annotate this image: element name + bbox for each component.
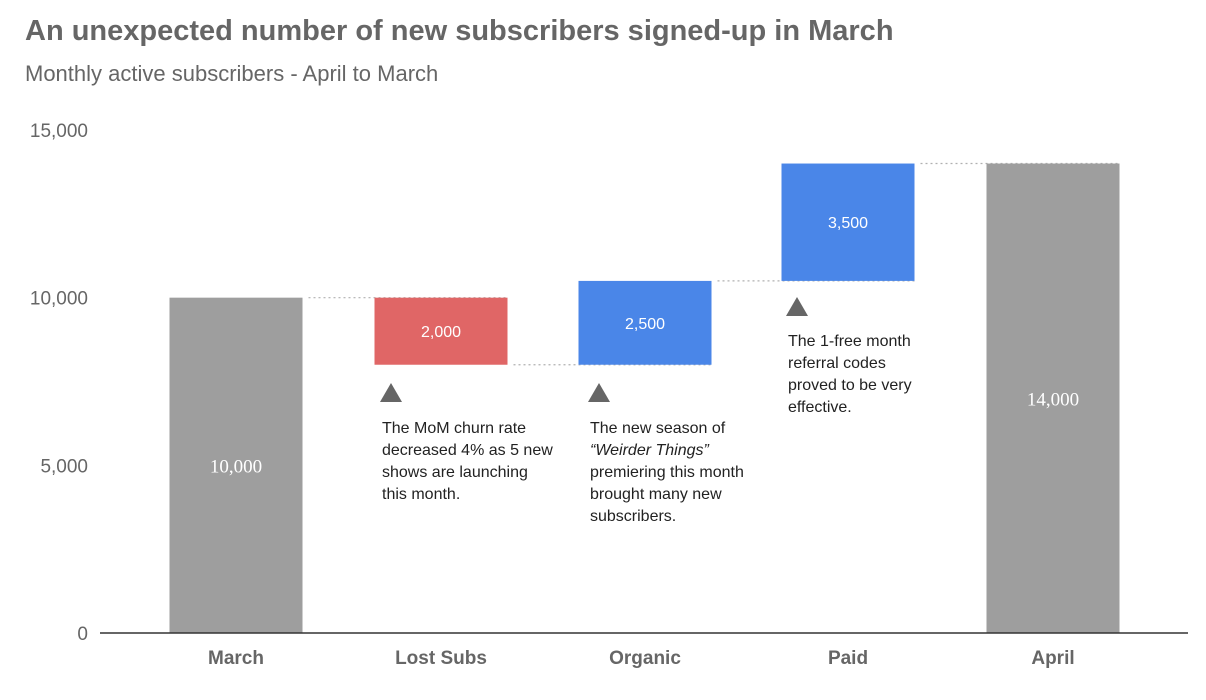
- paid-annotation-marker: [786, 297, 808, 316]
- data-label-organic: 2,500: [625, 316, 665, 333]
- x-tick-label-organic: Organic: [609, 648, 681, 669]
- bar-paid: [781, 163, 915, 281]
- y-tick-label-0: 0: [77, 624, 88, 645]
- data-label-march: 10,000: [210, 456, 262, 477]
- organic-annotation-text-1: The new season of: [590, 420, 726, 437]
- y-tick-label-1: 5,000: [40, 456, 88, 477]
- chart-title: An unexpected number of new subscribers …: [25, 15, 894, 47]
- bar-organic: [578, 280, 712, 365]
- data-label-april: 14,000: [1027, 389, 1079, 410]
- x-tick-label-lost-subs: Lost Subs: [395, 648, 487, 669]
- paid-annotation-text: The 1-free month referral codes proved t…: [788, 333, 912, 416]
- data-label-lost-subs: 2,000: [421, 324, 461, 341]
- organic-annotation-show-title: “Weirder Things”: [590, 442, 709, 459]
- organic-annotation-text-2: premiering this month brought many new s…: [590, 464, 744, 525]
- y-tick-label-2: 10,000: [30, 289, 88, 310]
- bar-lost-subs: [374, 297, 508, 365]
- chart-subtitle: Monthly active subscribers - April to Ma…: [25, 61, 439, 86]
- data-label-paid: 3,500: [828, 215, 868, 232]
- organic-annotation-marker: [588, 383, 610, 402]
- lost-subs-annotation-text: The MoM churn rate decreased 4% as 5 new…: [382, 420, 553, 503]
- lost-subs-annotation-marker: [380, 383, 402, 402]
- y-tick-label-3: 15,000: [30, 121, 88, 142]
- lost-subs-annotation: The MoM churn rate decreased 4% as 5 new…: [382, 418, 554, 506]
- organic-annotation: The new season of “Weirder Things” premi…: [590, 418, 770, 528]
- bar-april: [986, 163, 1120, 634]
- x-tick-label-april: April: [1031, 648, 1074, 669]
- paid-annotation: The 1-free month referral codes proved t…: [788, 331, 923, 419]
- x-tick-label-paid: Paid: [828, 648, 868, 669]
- x-tick-label-march: March: [208, 648, 264, 669]
- bar-march: [169, 297, 303, 633]
